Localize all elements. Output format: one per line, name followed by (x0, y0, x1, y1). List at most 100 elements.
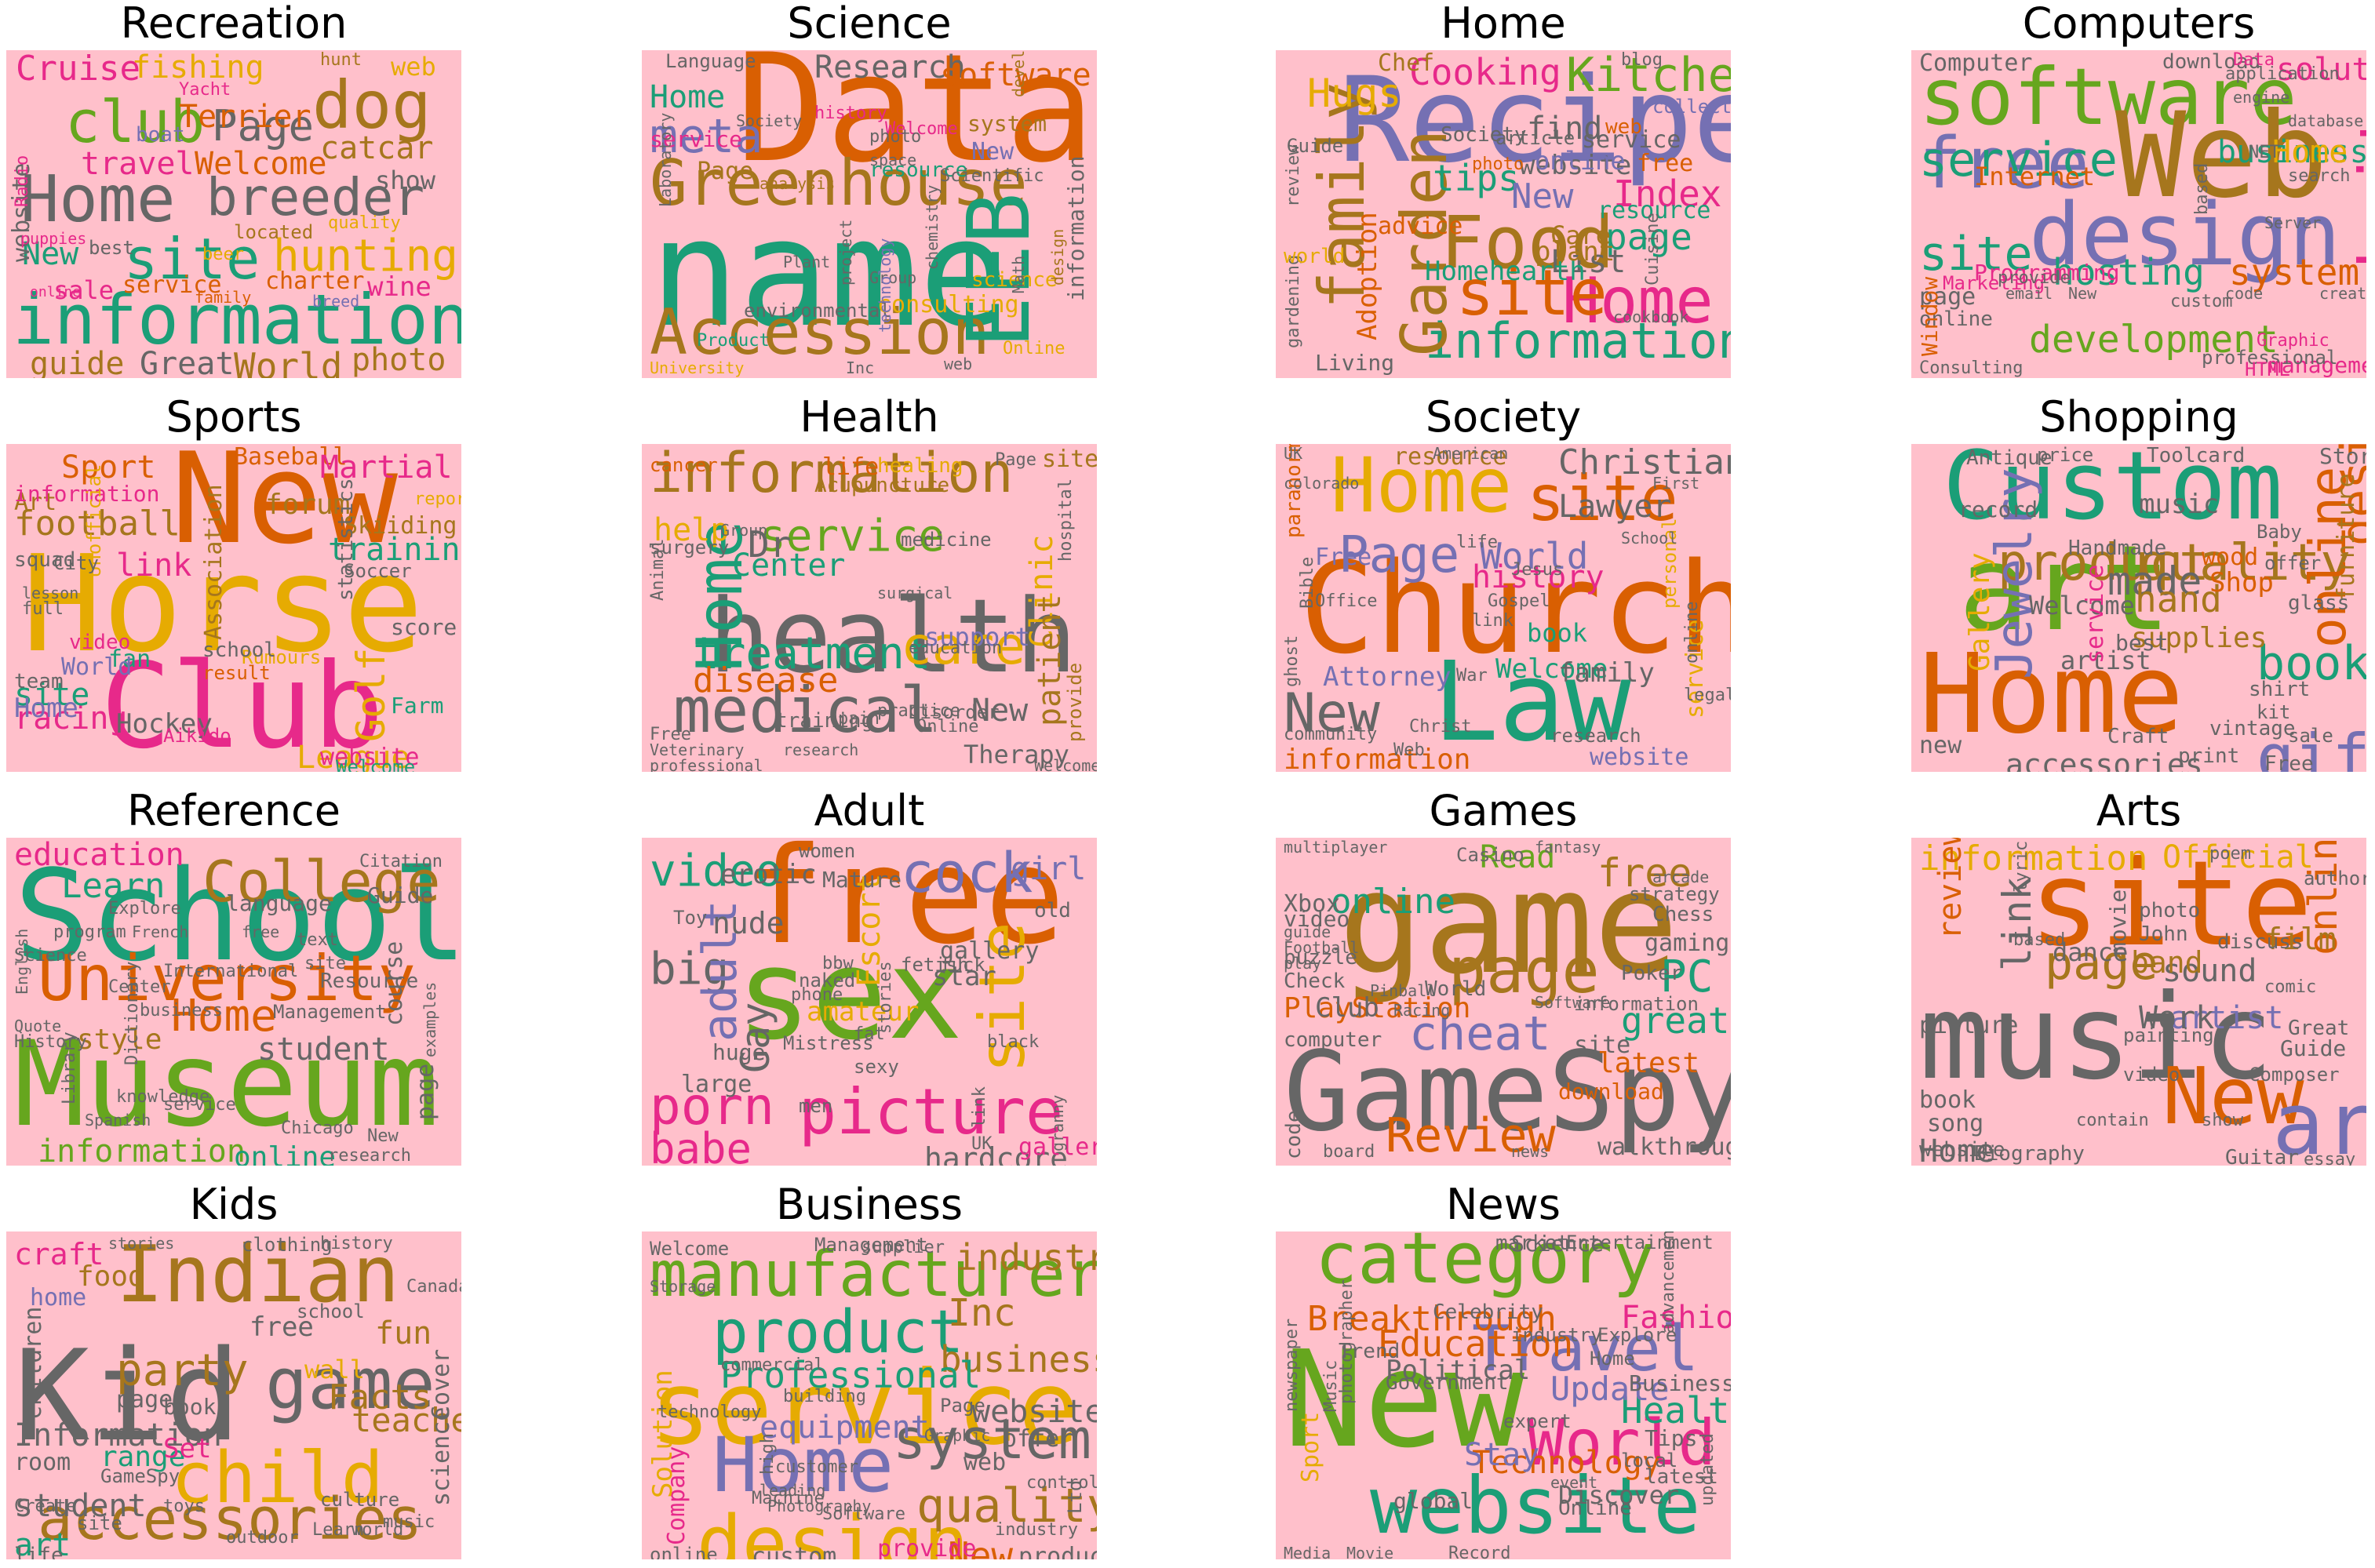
word-amateur: amateur (807, 996, 920, 1028)
word-email: email (2005, 284, 2053, 303)
word-result: result (202, 662, 271, 684)
word-equipment: equipment (759, 1410, 930, 1446)
word-name: name (650, 187, 1009, 360)
word-uk: UK (1284, 444, 1303, 463)
word-work: Work (2139, 1000, 2215, 1036)
word-bbw: bbw (822, 954, 854, 973)
word-inc: Inc (948, 1291, 1016, 1335)
word-christian: Christian (1558, 444, 1731, 482)
word-kid: Kid (14, 1322, 241, 1469)
word-development: development (2029, 318, 2278, 362)
word-commercial: commercial (720, 1355, 825, 1375)
word-welcome: Welcome (650, 1238, 730, 1260)
word-inc: Inc (846, 358, 875, 377)
panel-title: Arts (2096, 786, 2182, 835)
word-wine: wine (367, 271, 432, 303)
word-provide: provide (1998, 268, 2071, 288)
word-site: site (1919, 227, 2033, 282)
word-world: world (1284, 245, 1346, 268)
word-accessories: accessories (2005, 748, 2203, 772)
word-software: Software (1535, 993, 1611, 1012)
word-student: student (257, 1031, 390, 1068)
word-language: language (226, 890, 332, 916)
word-essay: essay (2304, 1150, 2356, 1166)
word-supplies: supplies (2131, 622, 2268, 654)
word-store: Store (2319, 444, 2366, 469)
word-show: show (375, 166, 436, 195)
word-home: Home (1562, 264, 1714, 337)
word-world: world (352, 1520, 404, 1540)
word-welcome: Welcome (1034, 756, 1097, 772)
word-category: category (1315, 1231, 1656, 1300)
word-analysis: analysis (759, 174, 836, 193)
word-world: World (61, 653, 133, 681)
word-glass: glass (2288, 591, 2350, 615)
word-online: online (1919, 307, 1993, 331)
word-science: science (428, 1406, 455, 1506)
word-video: video (2123, 1064, 2180, 1086)
word-soccer: Soccer (344, 560, 412, 582)
word-learn: Learn (61, 866, 166, 906)
word-fat: fat (854, 1024, 885, 1044)
word-farm: Farm (391, 693, 444, 719)
word-service: service (759, 511, 945, 562)
word-big: big (650, 944, 730, 995)
word-hardcore: hardcore (924, 1141, 1069, 1166)
word-museum: Museum (14, 1017, 439, 1153)
word-toy: Toy (673, 907, 708, 929)
word-erotic: erotic (720, 859, 817, 890)
word-furniture: furniture (2333, 473, 2360, 601)
word-artist: artist (2060, 646, 2151, 675)
wordcloud: free sex picture porn babe cock video big adult G… (642, 838, 1097, 1166)
word-therapy: Therapy (963, 740, 1069, 769)
word-new: New (2068, 284, 2097, 303)
word-racing: racing (14, 700, 128, 737)
word-marketing: Marketing (1943, 272, 2045, 294)
word-picture: picture (1919, 1012, 2019, 1039)
word-ltd: Ltd (1064, 1479, 1086, 1514)
word-living: Living (1315, 350, 1395, 376)
word-education: Education (1378, 1322, 1574, 1365)
word-stories: stories (876, 961, 895, 1034)
word-cooking: Cooking (1409, 51, 1561, 93)
word-teachers: teachers (352, 1401, 461, 1439)
word-music: Music (1321, 1359, 1341, 1412)
word-guitar: Guitar (2225, 1146, 2299, 1166)
word-software: software (940, 57, 1091, 93)
word-review: review (1932, 838, 1969, 940)
word-training: training (775, 709, 874, 733)
word-free: free (250, 1312, 314, 1343)
word-science: science (971, 268, 1058, 292)
word-cock: cock (901, 841, 1033, 905)
panel-title: Reference (127, 786, 341, 835)
word-toolcard: Toolcard (2147, 444, 2246, 467)
wordcloud: sitemusicNewartpageinformationOfficialon… (1911, 838, 2366, 1166)
word-catcar: catcar (320, 130, 434, 166)
word-new: New (971, 693, 1029, 729)
word-entertainment: Entertainment (1566, 1231, 1714, 1253)
word-system: system (2229, 251, 2360, 293)
word-baseball: Baseball (234, 444, 348, 471)
wordcloud: School Museum University College Home educati… (6, 838, 461, 1166)
word-global: global (1393, 1488, 1473, 1514)
word-video: video (1284, 906, 1350, 932)
word-first: First (1652, 474, 1700, 493)
word-education: education (909, 638, 1003, 658)
word-colorado: colorado (1284, 474, 1360, 493)
word-john: John (2139, 922, 2188, 946)
word-management: Management (273, 1001, 387, 1023)
word-welcome: Welcome (195, 146, 327, 182)
word-attorney: Attorney (1323, 661, 1452, 693)
word-site: site (1527, 462, 1678, 535)
word-picture: picture (799, 1075, 1064, 1148)
panel-title: Kids (189, 1180, 279, 1229)
word-photo: photo (352, 342, 446, 378)
word-dictionary: Dictionary (122, 961, 142, 1065)
word-book: book (163, 1394, 217, 1420)
word-news: news (1511, 1142, 1550, 1161)
word-site: site (77, 1512, 122, 1534)
word-travel: Travel (1472, 1312, 1699, 1385)
word-customer: customer (775, 1457, 858, 1477)
word-free: Free (2264, 752, 2314, 772)
word-terrier: Terrier (179, 99, 311, 135)
